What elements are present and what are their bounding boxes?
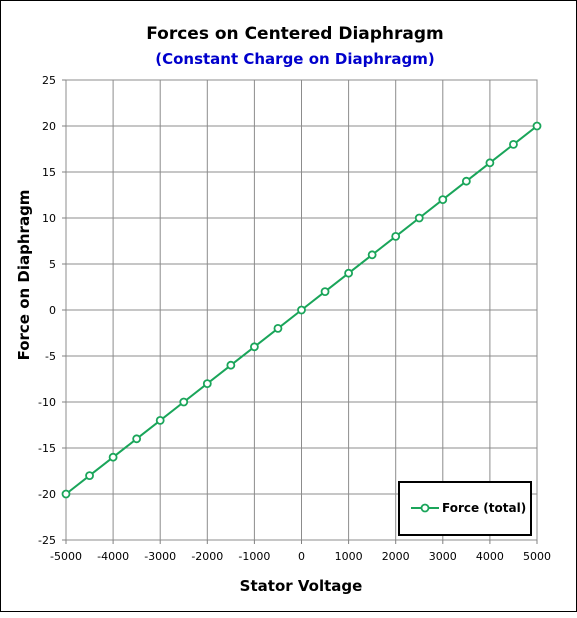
y-tick-label: -5 [45,350,56,363]
y-tick-label: 20 [42,120,56,133]
data-point [461,176,471,186]
data-point [155,415,165,425]
x-tick-label: 2000 [382,550,410,563]
x-tick-label: 5000 [523,550,551,563]
data-point [273,323,283,333]
data-point [132,434,142,444]
x-tick-label: 0 [298,550,305,563]
grid-lines [65,79,538,541]
y-tick-label: -25 [38,534,56,547]
legend: Force (total) [398,481,532,536]
data-point [179,397,189,407]
data-point [438,195,448,205]
y-tick-label: -20 [38,488,56,501]
data-point [320,287,330,297]
x-tick-label: -3000 [144,550,176,563]
legend-marker-swatch [420,503,430,513]
series-layer [61,121,542,499]
chart-title: Forces on Centered Diaphragm [146,24,444,44]
legend-label: Force (total) [442,501,526,515]
x-tick-label: 4000 [476,550,504,563]
x-tick-label: -1000 [238,550,270,563]
data-point [226,360,236,370]
x-axis-title: Stator Voltage [240,577,363,595]
y-tick-label: 25 [42,74,56,87]
y-axis-ticks: 25 20 15 10 5 0 -5 -10 -15 -20 -25 [38,74,66,547]
data-point [414,213,424,223]
data-point [367,250,377,260]
data-point [108,452,118,462]
chart-subtitle: (Constant Charge on Diaphragm) [155,50,435,68]
x-tick-label: 3000 [429,550,457,563]
data-point [85,471,94,481]
y-tick-label: -15 [38,442,56,455]
data-point [485,158,495,168]
x-tick-label: -4000 [97,550,129,563]
data-point [391,231,401,241]
data-point [61,489,71,499]
x-tick-label: 1000 [335,550,363,563]
y-tick-label: 0 [49,304,56,317]
data-point [509,139,518,149]
y-axis-title: Force on Diaphragm [15,190,33,361]
y-tick-label: 10 [42,212,56,225]
x-tick-label: -2000 [191,550,223,563]
y-tick-label: -10 [38,396,56,409]
data-point [532,121,542,131]
data-point [249,342,259,352]
y-tick-label: 5 [49,258,56,271]
data-point [344,268,354,278]
x-axis-ticks: -5000 -4000 -3000 -2000 -1000 0 1000 2000 3000 40… [50,540,551,563]
y-tick-label: 15 [42,166,56,179]
x-tick-label: -5000 [50,550,82,563]
data-point [202,379,212,389]
data-point [297,305,306,315]
